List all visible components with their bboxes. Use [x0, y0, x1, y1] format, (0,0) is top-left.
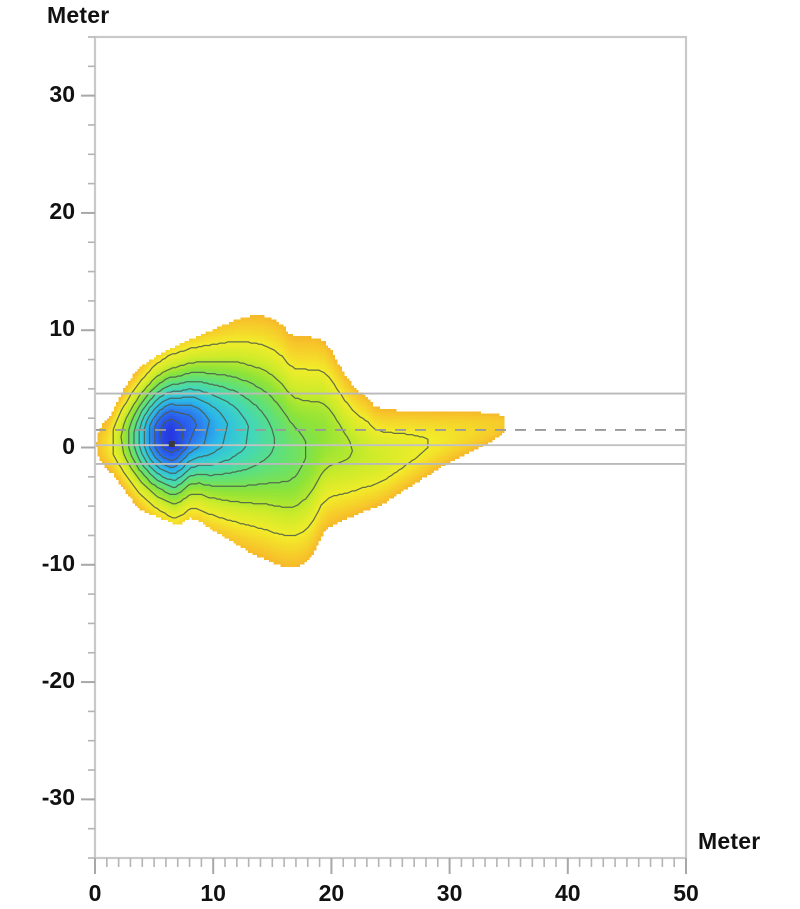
- y-axis-title: Meter: [47, 2, 110, 28]
- x-tick-label: 30: [436, 880, 463, 906]
- x-tick-label: 20: [318, 880, 345, 906]
- y-tick-label: 30: [49, 80, 75, 107]
- axis-ticks: [81, 36, 687, 874]
- x-axis-title: Meter: [698, 828, 761, 854]
- reference-lines: [95, 392, 686, 465]
- y-tick-label: 20: [49, 197, 75, 224]
- peak-marker: [168, 440, 175, 447]
- x-tick-label: 40: [555, 880, 581, 906]
- y-tick-label: -20: [41, 667, 75, 694]
- plume-heatmap: [95, 314, 505, 567]
- y-tick-label: -30: [41, 784, 75, 811]
- y-tick-label: 0: [62, 432, 75, 459]
- x-tick-label: 50: [673, 880, 699, 906]
- x-tick-label: 0: [88, 880, 102, 906]
- y-tick-label: 10: [49, 315, 75, 342]
- x-tick-label: 10: [200, 880, 226, 906]
- y-tick-label: -10: [41, 549, 75, 576]
